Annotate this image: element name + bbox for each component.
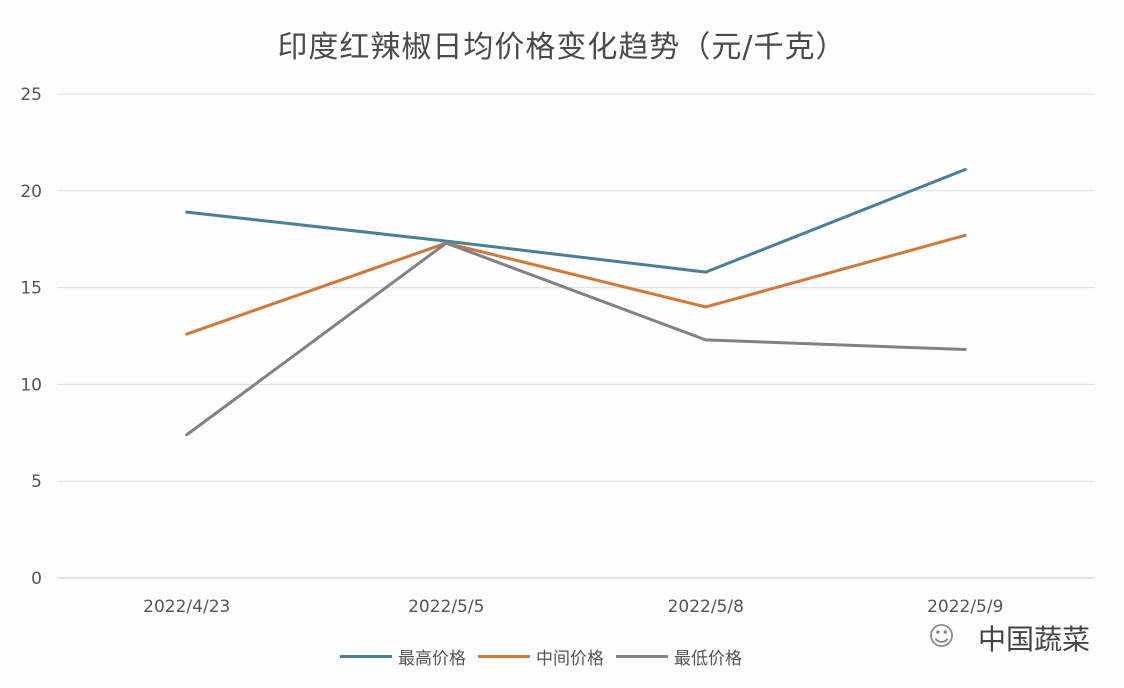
y-tick-label: 10: [20, 375, 42, 395]
x-tick-label: 2022/4/23: [143, 597, 230, 617]
legend-label: 最低价格: [674, 649, 742, 669]
series-line-2: [186, 233, 966, 336]
legend-item: 最低价格: [616, 644, 742, 669]
y-tick-label: 0: [31, 569, 42, 589]
y-tick-label: 15: [20, 279, 42, 299]
y-tick-label: 5: [31, 472, 42, 492]
data-point: [963, 233, 967, 237]
chart-title: 印度红辣椒日均价格变化趋势（元/千克）: [277, 30, 847, 65]
x-tick-label: 2022/5/8: [668, 597, 744, 617]
legend-swatch: [478, 655, 530, 658]
legend-swatch: [340, 655, 392, 658]
data-point: [185, 210, 189, 214]
data-point: [185, 332, 189, 336]
y-tick-label: 25: [20, 85, 42, 105]
x-tick-label: 2022/5/5: [408, 597, 484, 617]
data-point: [185, 433, 189, 437]
data-point: [963, 348, 967, 352]
legend-label: 最高价格: [398, 649, 466, 669]
series-line-1: [186, 168, 966, 274]
data-point: [704, 270, 708, 274]
legend-label: 中间价格: [536, 649, 604, 669]
wechat-logo-icon: ☺: [928, 622, 956, 652]
data-point: [704, 338, 708, 342]
watermark: 中国蔬菜: [978, 623, 1091, 656]
legend-item: 最高价格: [340, 644, 466, 669]
data-point: [704, 305, 708, 309]
y-tick-label: 20: [20, 182, 42, 202]
series-line-3: [185, 241, 966, 436]
data-point: [444, 241, 448, 245]
x-tick-label: 2022/5/9: [927, 597, 1003, 617]
legend-item: 中间价格: [478, 644, 604, 669]
legend: 最高价格 中间价格 最低价格: [340, 644, 754, 669]
data-point: [963, 168, 967, 172]
legend-swatch: [616, 655, 668, 658]
